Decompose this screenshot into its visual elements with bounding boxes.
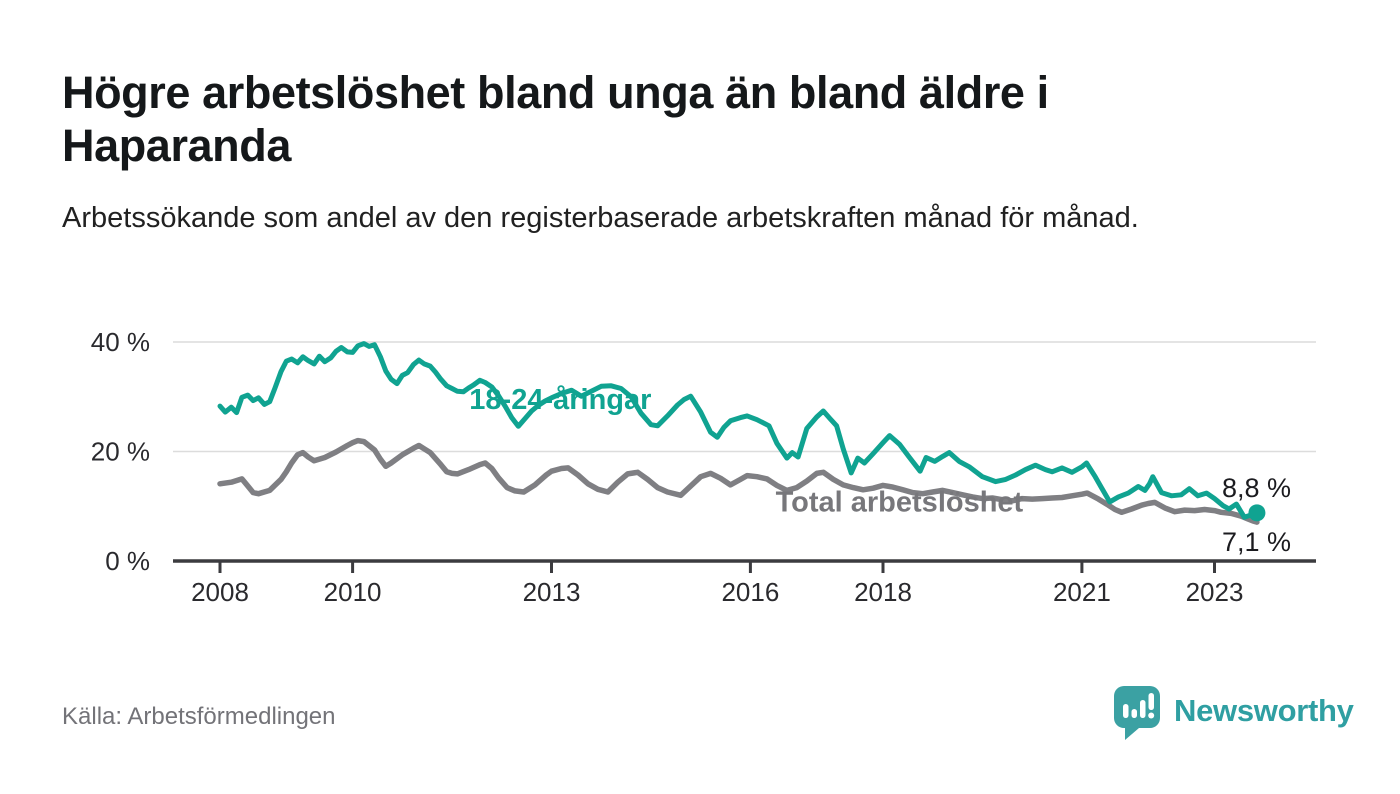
x-axis-tick-label: 2021 [1053,577,1111,607]
brand-wordmark: Newsworthy [1174,693,1354,728]
newsworthy-bubble-icon [1114,686,1160,740]
page-subtitle: Arbetssökande som andel av den registerb… [62,202,1139,234]
x-axis-tick-label: 2018 [854,577,912,607]
x-axis-tick-label: 2016 [721,577,779,607]
series-end-dot [1248,504,1266,522]
x-axis-tick-label: 2013 [523,577,581,607]
y-axis-tick-label: 20 % [91,437,150,467]
series-line-total [217,437,1260,525]
page-title: Högre arbetslöshet bland unga än bland ä… [62,67,1049,171]
series-label-total: Total arbetslöshet [776,487,1024,519]
annotation-total-value: 7,1 % [1222,527,1291,557]
annotation-young-value: 8,8 % [1222,473,1291,503]
x-axis-tick-label: 2010 [324,577,382,607]
y-axis-tick-label: 40 % [91,327,150,357]
y-axis-tick-label: 0 % [105,546,150,576]
series-label-young: 18-24-åringar [469,384,651,416]
series-line-young [217,341,1260,520]
x-axis-tick-label: 2023 [1186,577,1244,607]
source-text: Källa: Arbetsförmedlingen [62,703,336,730]
brand-logo: Newsworthy [1112,684,1354,742]
x-axis-tick-label: 2008 [191,577,249,607]
